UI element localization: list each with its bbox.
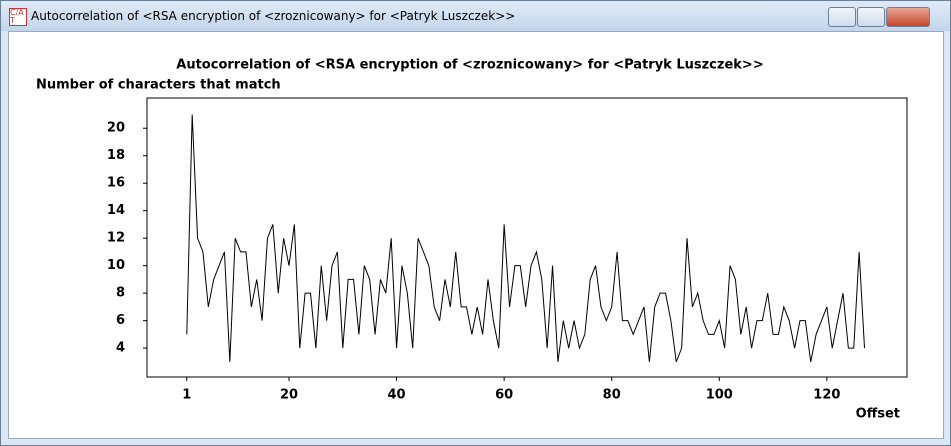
y-tick-label: 20: [107, 121, 125, 136]
x-tick-label: 1: [182, 388, 191, 403]
app-icon: C/A T: [9, 8, 27, 26]
y-tick-label: 6: [116, 313, 125, 328]
x-tick-label: 20: [280, 388, 298, 403]
x-axis-label: Offset: [856, 407, 900, 422]
y-tick-label: 16: [107, 176, 125, 191]
x-tick-label: 60: [495, 388, 513, 403]
x-tick-label: 80: [603, 388, 621, 403]
y-tick-label: 12: [107, 231, 125, 246]
title-bar: C/A T Autocorrelation of <RSA encryption …: [1, 1, 950, 31]
client-area: [8, 31, 944, 439]
close-button[interactable]: [886, 7, 930, 27]
x-tick-label: 100: [706, 388, 733, 403]
y-tick-label: 8: [116, 286, 125, 301]
y-axis-label: Number of characters that match: [36, 78, 281, 93]
y-tick-label: 18: [107, 148, 125, 163]
minimize-button[interactable]: [828, 7, 856, 27]
y-tick-label: 14: [107, 203, 125, 218]
y-tick-label: 10: [107, 258, 125, 273]
maximize-button[interactable]: [857, 7, 885, 27]
window-title: Autocorrelation of <RSA encryption of <z…: [31, 9, 516, 23]
x-tick-label: 120: [813, 388, 840, 403]
y-tick-label: 4: [116, 341, 125, 356]
data-line: [186, 114, 866, 363]
chart-title: Autocorrelation of <RSA encryption of <z…: [176, 58, 763, 73]
x-tick-label: 40: [388, 388, 406, 403]
plot-frame: [146, 97, 908, 378]
